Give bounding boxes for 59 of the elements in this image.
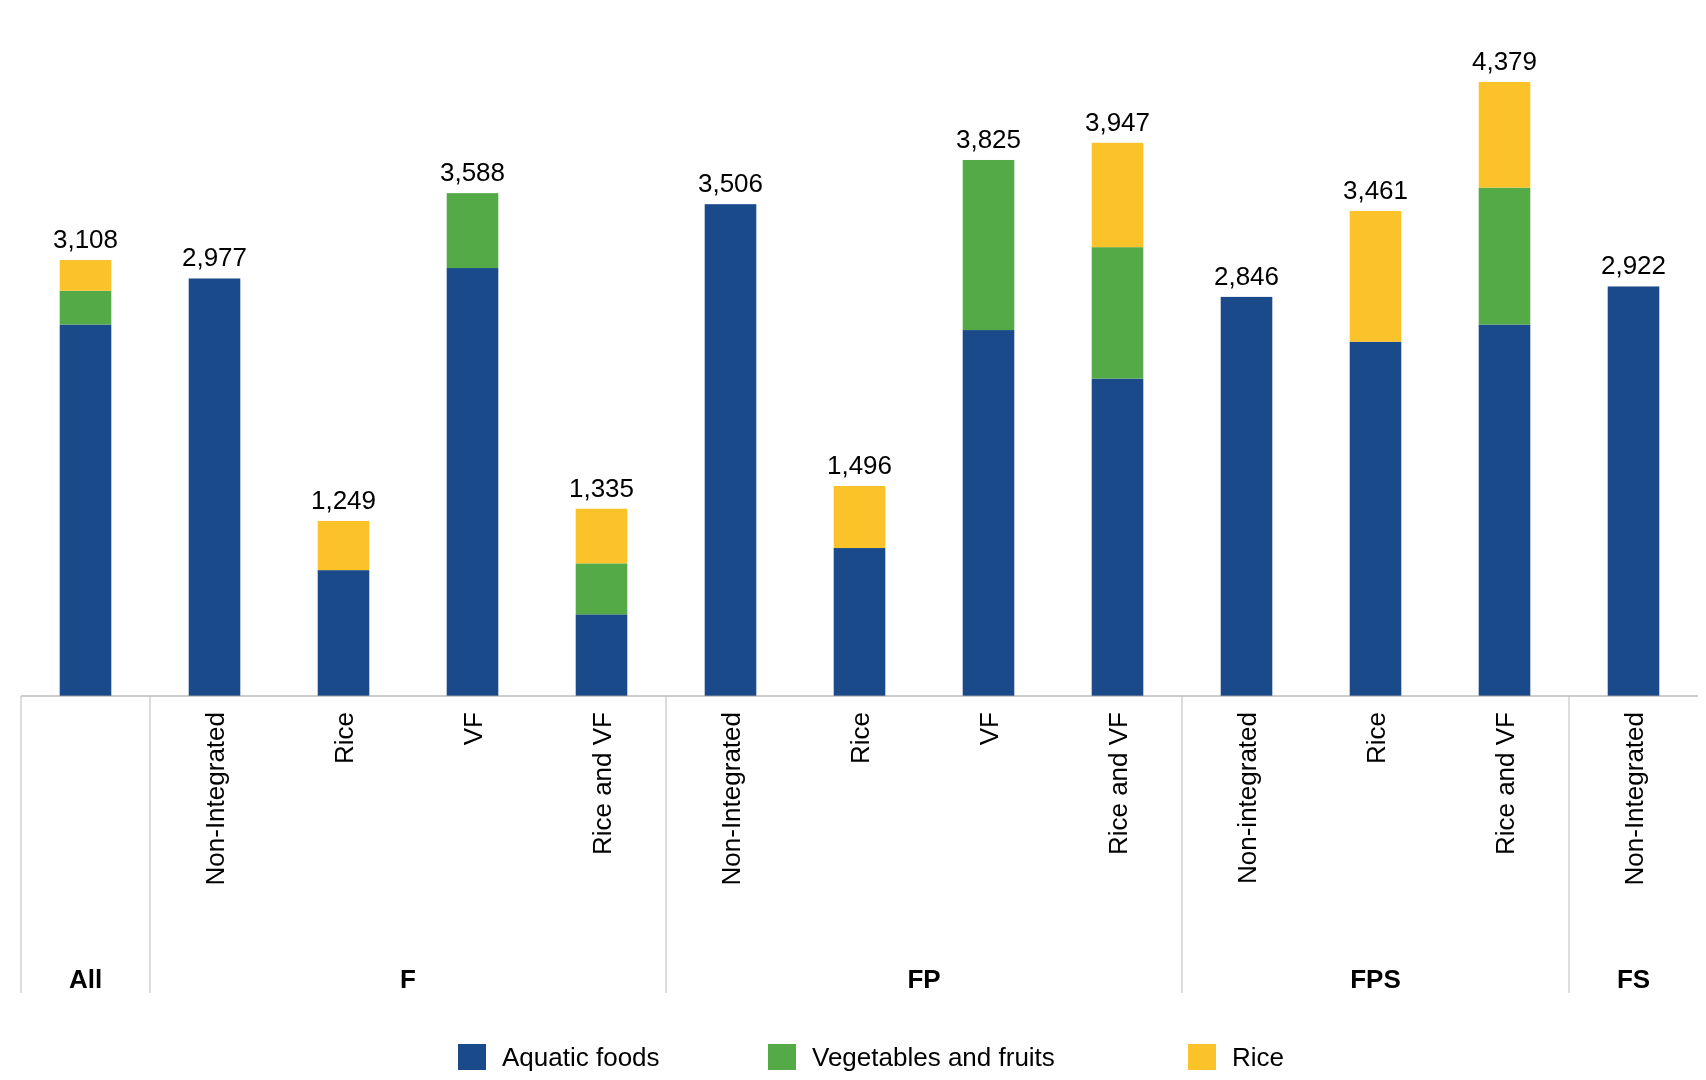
- text: FPS: [1350, 964, 1401, 994]
- annotation: 1,496: [826, 450, 893, 481]
- x-tick-label: Non-Integrated: [715, 712, 746, 886]
- x-tick-label: Rice and VF: [1102, 712, 1133, 856]
- bar: [833, 548, 886, 696]
- annotation: 3,825: [955, 123, 1022, 154]
- text: FS: [1616, 964, 1651, 994]
- bar: [1349, 341, 1402, 696]
- annotation: 3,506: [697, 168, 764, 199]
- bar: [833, 486, 886, 549]
- bar: [1091, 378, 1144, 696]
- bar: [446, 193, 499, 269]
- annotation: 2,922: [1600, 250, 1667, 281]
- annotation: 3,461: [1342, 174, 1409, 205]
- bar: [1091, 247, 1144, 379]
- bar: [317, 570, 370, 696]
- bar: [1478, 187, 1531, 325]
- bar: [446, 268, 499, 696]
- x-tick-label: Rice and VF: [586, 712, 617, 856]
- bar: [575, 614, 628, 696]
- bar: [1478, 82, 1531, 188]
- annotation: 3,947: [1084, 106, 1151, 137]
- annotation: 2,846: [1213, 260, 1280, 291]
- annotation: 3,588: [439, 157, 506, 188]
- bar: [59, 290, 112, 325]
- bar: [575, 563, 628, 615]
- bar: [188, 278, 241, 696]
- annotation: 2,977: [181, 242, 248, 273]
- x-tick-label: Rice and VF: [1489, 712, 1520, 856]
- annotation: 1,249: [310, 485, 377, 516]
- text: F: [400, 964, 416, 994]
- annotation: 1,335: [568, 472, 635, 503]
- text: FP: [907, 964, 941, 994]
- bar: [1349, 210, 1402, 342]
- legend-label: Aquatic foods: [502, 1042, 660, 1072]
- bar: [575, 508, 628, 564]
- bar: [962, 330, 1015, 696]
- bar: [59, 324, 112, 696]
- bar: [1478, 324, 1531, 696]
- x-tick-label: Non-Integrated: [1618, 712, 1649, 886]
- bar: [317, 521, 370, 571]
- legend-label: Vegetables and fruits: [812, 1042, 1055, 1072]
- bar: [962, 159, 1015, 331]
- bar: [704, 204, 757, 696]
- x-tick-label: VF: [973, 712, 1004, 746]
- bar: [1091, 142, 1144, 248]
- bar: [1607, 286, 1660, 696]
- x-tick-label: Rice: [328, 712, 359, 765]
- x-tick-label: Non-Integrated: [199, 712, 230, 886]
- text: 4,379: [1471, 46, 1538, 76]
- x-tick-label: VF: [457, 712, 488, 746]
- x-tick-label: Rice: [844, 712, 875, 765]
- x-tick-label: Non-integrated: [1231, 712, 1262, 884]
- bar: [1220, 296, 1273, 696]
- bar: [59, 260, 112, 291]
- legend-label: Rice: [1232, 1042, 1285, 1072]
- text: All: [68, 964, 103, 994]
- x-tick-label: Rice: [1360, 712, 1391, 765]
- annotation: 3,108: [52, 224, 119, 255]
